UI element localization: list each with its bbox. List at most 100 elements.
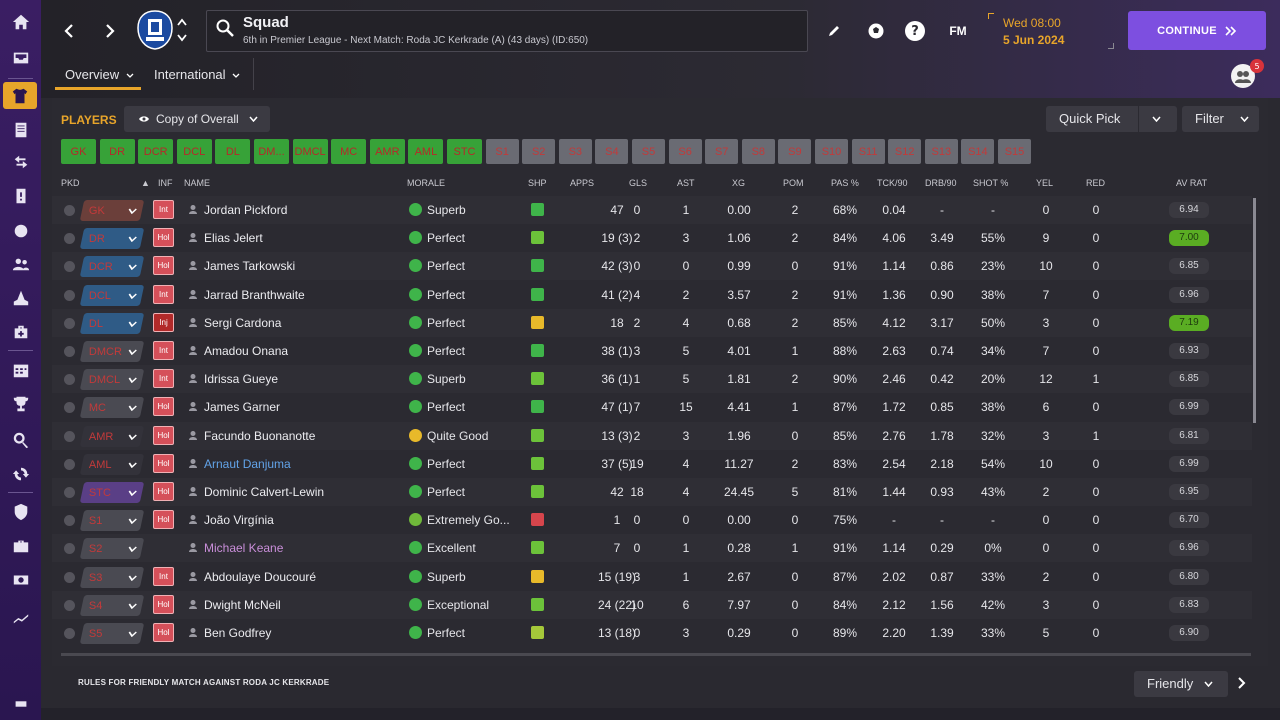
rules-label[interactable]: RULES FOR FRIENDLY MATCH AGAINST RODA JC… [78,678,330,687]
picked-position-select[interactable]: S1 [79,510,145,532]
position-button[interactable]: S5 [632,139,665,164]
position-button[interactable]: DM... [254,139,289,164]
col-name[interactable]: NAME [184,178,211,188]
pencil-icon[interactable] [823,20,845,42]
position-button[interactable]: AML [408,139,444,164]
col-shot[interactable]: SHOT % [973,178,1009,188]
quick-pick-button[interactable]: Quick Pick [1046,106,1177,132]
position-button[interactable]: S10 [815,139,848,164]
player-name[interactable]: Amadou Onana [204,344,289,358]
filter-button[interactable]: Filter [1182,106,1259,132]
position-button[interactable]: S15 [998,139,1031,164]
col-red[interactable]: RED [1086,178,1106,188]
col-xg[interactable]: XG [732,178,746,188]
position-button[interactable]: DR [99,139,135,164]
position-button[interactable]: DL [215,139,251,164]
search-icon[interactable] [7,426,34,453]
chevron-up-icon[interactable] [177,18,187,26]
club-badge-icon[interactable] [136,10,174,50]
table-row[interactable]: S4 Hol Dwight McNeil Exceptional 24 (22) 10 6 7… [52,590,1252,619]
finances-icon[interactable] [7,566,34,593]
player-name[interactable]: Jarrad Branthwaite [204,287,305,302]
reports-icon[interactable] [7,116,34,143]
info-badge[interactable]: Hol [153,594,174,614]
table-row[interactable]: DL Inj Sergi Cardona Perfect 18 2 4 0.68 2 85% 4.1… [52,308,1252,337]
scrollbar[interactable] [1253,198,1256,423]
info-badge[interactable]: Int [153,284,174,304]
tactics-icon[interactable] [7,182,34,209]
picked-position-select[interactable]: S5 [79,623,145,644]
position-button[interactable]: S1 [485,139,519,164]
info-badge[interactable]: Hol [153,397,174,417]
info-badge[interactable]: Hol [153,256,174,276]
sort-asc-icon[interactable]: ▲ [141,178,150,188]
player-name[interactable]: Facundo Buonanotte [204,428,316,443]
info-badge[interactable]: Int [153,341,174,360]
briefcase-icon[interactable] [7,532,34,559]
player-name[interactable]: Dwight McNeil [204,597,281,612]
position-button[interactable]: S7 [705,139,739,164]
ball-icon[interactable] [865,20,887,42]
match-type-select[interactable]: Friendly [1134,671,1228,697]
player-name[interactable]: João Virgínia [204,513,274,528]
picked-position-select[interactable]: DMCR [79,341,145,362]
table-row[interactable]: S3 Int Abdoulaye Doucouré Superb 15 (19) 3 1 2.… [52,563,1252,591]
date-display[interactable]: Wed 08:00 5 Jun 2024 [986,11,1116,51]
refresh-icon[interactable] [7,460,34,487]
player-name[interactable]: James Tarkowski [204,259,296,274]
picked-position-select[interactable]: S4 [79,594,145,616]
chevron-down-icon[interactable] [177,34,187,42]
chevron-down-icon[interactable] [1152,116,1161,122]
picked-position-select[interactable]: MC [79,397,145,419]
inbox-icon[interactable] [7,44,34,71]
picked-position-select[interactable]: DMCL [79,369,145,391]
position-button[interactable]: MC [331,139,367,164]
select-check-icon[interactable] [64,346,75,357]
player-name[interactable]: Arnaut Danjuma [204,456,291,471]
position-button[interactable]: S2 [522,139,556,164]
select-check-icon[interactable] [64,402,75,414]
select-check-icon[interactable] [64,599,75,611]
dynamics-icon[interactable] [7,217,34,244]
col-apps[interactable]: APPS [570,178,595,188]
picked-position-select[interactable]: GK [79,200,145,221]
position-button[interactable]: S13 [924,139,958,164]
select-check-icon[interactable] [64,458,75,470]
select-check-icon[interactable] [64,487,75,498]
position-button[interactable]: S4 [595,139,629,164]
col-drb[interactable]: DRB/90 [925,178,957,188]
player-name[interactable]: Elias Jelert [204,231,263,246]
player-name[interactable]: Abdoulaye Doucouré [204,569,317,584]
squad-shirt-icon[interactable] [3,82,37,109]
table-row[interactable]: S2 Michael Keane Excellent 7 0 1 0.28 1 91% 1.14 0… [52,534,1252,563]
col-gls[interactable]: GLS [629,178,648,188]
col-pas[interactable]: PAS % [831,178,859,188]
select-check-icon[interactable] [64,317,75,329]
select-check-icon[interactable] [64,628,75,639]
position-button[interactable]: S14 [961,139,995,164]
tab-international[interactable]: International [154,67,240,82]
position-button[interactable]: GK [61,139,96,164]
view-select[interactable]: Copy of Overall [124,106,270,132]
picked-position-select[interactable]: AMR [79,425,145,447]
col-avrat[interactable]: AV RAT [1176,178,1208,188]
fm-logo[interactable]: FM [949,24,967,38]
info-badge[interactable]: Inj [153,312,174,332]
trend-icon[interactable] [7,604,34,631]
search-field[interactable]: Squad 6th in Premier League - Next Match… [206,10,808,52]
table-row[interactable]: DMCL Int Idrissa Gueye Superb 36 (1) 1 5 1.81 2 9… [52,365,1252,394]
info-badge[interactable]: Hol [153,482,174,501]
col-shp[interactable]: SHP [528,178,547,188]
select-check-icon[interactable] [64,515,75,527]
schedule-icon[interactable] [7,356,34,383]
select-check-icon[interactable] [64,233,75,245]
player-name[interactable]: James Garner [204,400,281,415]
info-badge[interactable]: Hol [153,425,174,445]
info-badge[interactable]: Hol [153,453,174,473]
col-inf[interactable]: INF [158,178,173,188]
table-row[interactable]: MC Hol James Garner Perfect 47 (1) 7 15 4.41 1 87… [52,393,1252,421]
position-button[interactable]: STC [447,139,482,164]
position-button[interactable]: DMCL [292,139,328,164]
trophy-icon[interactable] [7,390,34,417]
medical-icon[interactable] [7,318,34,345]
